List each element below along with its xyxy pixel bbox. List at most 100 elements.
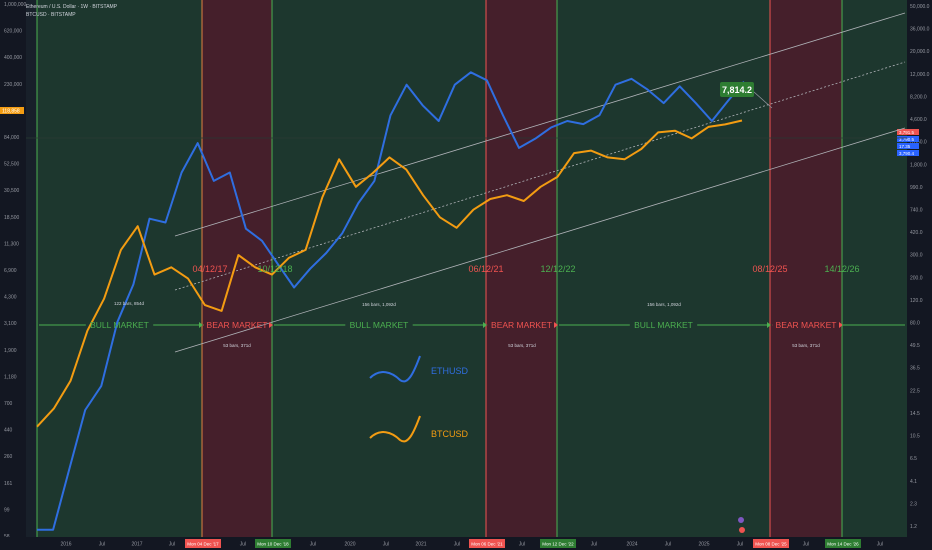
right-axis-tick-label: 36.5 — [910, 366, 920, 372]
eth-series-line — [37, 71, 745, 531]
x-axis-date-marker-bg — [469, 539, 505, 548]
date-label: 10/12/18 — [257, 264, 292, 274]
x-axis-tick-label: 2017 — [131, 542, 142, 548]
x-axis-tick-label: Mon 14 Dec '26 — [827, 542, 859, 547]
phase-label: BULL MARKET — [90, 320, 149, 330]
bar-count-label: 53 bars, 371d — [792, 343, 820, 348]
left-axis-tick-label: 230,000 — [4, 82, 22, 88]
regime-band — [770, 0, 842, 537]
x-axis-tick-label: Mon 12 Dec '22 — [542, 542, 574, 547]
bar-count-label: 53 bars, 371d — [508, 343, 536, 348]
x-axis-tick-label: Jul — [99, 542, 105, 548]
right-price-tag: 3,790.4 — [899, 151, 915, 156]
x-axis-tick-label: Jul — [803, 542, 809, 548]
right-axis-tick-label: 2.3 — [910, 501, 917, 507]
chart-title: Ethereum / U.S. Dollar · 1W · BITSTAMP — [26, 4, 118, 10]
x-axis-tick-label: Jul — [169, 542, 175, 548]
left-axis-tick-label: 1,000,000 — [4, 2, 26, 8]
event-marker-icon — [738, 517, 744, 523]
left-axis-tick-label: 700 — [4, 401, 13, 407]
right-axis-tick-label: 200.0 — [910, 275, 923, 281]
right-axis-tick-label: 6.5 — [910, 456, 917, 462]
phase-arrow-head — [767, 322, 771, 328]
right-price-tag-bg — [897, 136, 919, 142]
x-axis-tick-label: Jul — [591, 542, 597, 548]
left-axis-tick-label: 30,500 — [4, 188, 20, 194]
right-axis-tick-label: 50,000.0 — [910, 4, 930, 10]
left-axis-tick-label: 18,500 — [4, 215, 20, 221]
right-price-tag: 3,791.5 — [899, 130, 915, 135]
phase-arrow-head — [269, 322, 273, 328]
left-axis-tick-label: 84,000 — [4, 135, 20, 141]
x-axis-date-marker-bg — [540, 539, 576, 548]
price-callout-leader — [753, 91, 773, 109]
date-label: 08/12/25 — [752, 264, 787, 274]
x-axis-tick-label: Jul — [737, 542, 743, 548]
left-price-tag-bg — [0, 107, 24, 114]
x-axis-tick-label: 2021 — [415, 542, 426, 548]
right-price-tag-bg — [897, 129, 919, 135]
right-axis-tick-label: 10.5 — [910, 434, 920, 440]
phase-label: BULL MARKET — [350, 320, 409, 330]
right-price-tag-bg — [897, 150, 919, 156]
left-axis-tick-label: 11,300 — [4, 241, 19, 247]
right-axis-tick-label: 36,000.0 — [910, 27, 930, 33]
right-axis-tick-label: 20,000.0 — [910, 49, 930, 55]
phase-label: BULL MARKET — [634, 320, 693, 330]
legend-eth-swatch — [369, 355, 421, 383]
x-axis-tick-label: Jul — [454, 542, 460, 548]
bar-count-label: 122 bars, 854d — [114, 301, 145, 306]
left-axis-tick-label: 620,000 — [4, 29, 22, 35]
left-axis-tick-label: 52,500 — [4, 162, 20, 168]
bar-count-label: 53 bars, 371d — [223, 343, 251, 348]
left-axis-tick-label: 260 — [4, 454, 13, 460]
x-axis-date-marker-bg — [185, 539, 221, 548]
phase-arrow-head — [199, 322, 203, 328]
channel-upper-line — [174, 12, 906, 237]
left-axis-tick-label: 6,900 — [4, 268, 17, 274]
right-axis-tick-label: 300.0 — [910, 253, 923, 259]
x-axis-tick-label: 2024 — [626, 542, 637, 548]
price-callout-bg — [720, 82, 754, 97]
right-axis-tick-label: 4,600.0 — [910, 117, 927, 123]
right-axis-tick-label: 22.5 — [910, 388, 920, 394]
chart-subtitle: BTCUSD · BITSTAMP — [26, 12, 76, 18]
x-axis-tick-label: Jul — [240, 542, 246, 548]
x-axis-tick-label: Mon 10 Dec '18 — [257, 542, 289, 547]
channel-lower-line — [174, 127, 906, 353]
date-label: 14/12/26 — [824, 264, 859, 274]
date-label: 06/12/21 — [468, 264, 503, 274]
right-axis-tick-label: 990.0 — [910, 185, 923, 191]
right-axis-tick-label: 1.2 — [910, 524, 917, 530]
left-price-tag: 118,858 — [2, 109, 20, 115]
left-axis-tick-label: 161 — [4, 481, 13, 487]
date-label: 12/12/22 — [540, 264, 575, 274]
right-price-tag-bg — [897, 143, 919, 149]
regime-band — [557, 0, 770, 537]
x-axis-tick-label: 2020 — [344, 542, 355, 548]
left-axis-tick-label: 400,000 — [4, 55, 22, 61]
x-axis-tick-label: Jul — [519, 542, 525, 548]
btc-series-line — [36, 119, 743, 428]
phase-arrow-head — [839, 322, 843, 328]
left-axis-tick-label: 440 — [4, 428, 13, 434]
right-axis-tick-label: 12,000.0 — [910, 72, 930, 78]
x-axis-tick-label: Jul — [877, 542, 883, 548]
left-axis-tick-label: 99 — [4, 507, 10, 513]
phase-arrow-head — [483, 322, 487, 328]
legend-eth-label: ETHUSD — [431, 366, 469, 376]
event-marker-icon — [739, 527, 745, 533]
phase-label: BEAR MARKET — [776, 320, 837, 330]
left-axis-tick-label: 1,900 — [4, 348, 17, 354]
left-axis-tick-label: 4,300 — [4, 295, 17, 301]
legend-btc-label: BTCUSD — [431, 429, 469, 439]
right-axis-tick-label: 3,050.0 — [910, 140, 927, 146]
right-price-tag: 3,790.5 — [899, 137, 915, 142]
right-axis-tick-label: 420.0 — [910, 230, 923, 236]
x-axis-bg — [0, 537, 932, 550]
x-axis-tick-label: 2016 — [60, 542, 71, 548]
phase-arrow-head — [554, 322, 558, 328]
bar-count-label: 156 bars, 1,092d — [647, 302, 681, 307]
phase-label: BEAR MARKET — [207, 320, 268, 330]
